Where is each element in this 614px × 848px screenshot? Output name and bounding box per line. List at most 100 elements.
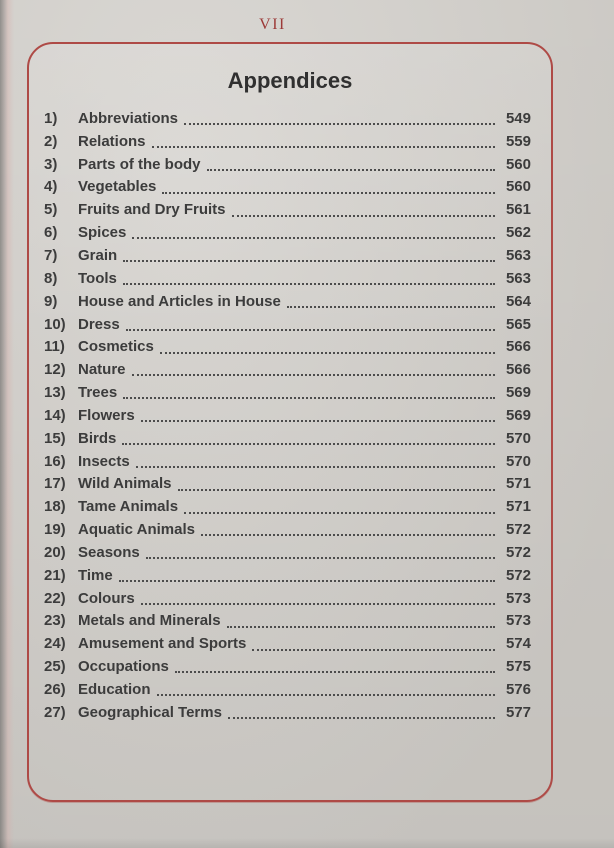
dot-leader [151,135,495,149]
toc-entry-number: 10) [44,315,66,333]
dot-leader [145,546,495,560]
toc-entry-page-number: 572 [505,521,531,539]
dot-leader [122,272,495,286]
toc-row: 14) Flowers 569 [44,404,531,427]
toc-entry-label: Fruits and Dry Fruits [78,201,226,219]
toc-entry-number: 12) [44,361,66,379]
toc-entry-number: 2) [44,132,58,150]
dot-leader [227,706,495,720]
toc-row: 25) Occupations 575 [44,655,531,678]
dot-leader [125,317,495,331]
toc-row: 3) Parts of the body 560 [44,153,531,176]
toc-entry-label: Geographical Terms [78,703,222,721]
toc-entry-number: 19) [44,521,66,539]
toc-entry-page-number: 572 [505,543,531,561]
toc-row: 27) Geographical Terms 577 [44,701,531,724]
toc-entry-label: Occupations [78,658,169,676]
toc-entry-label: Spices [78,224,127,242]
toc-entry-label: Seasons [78,543,140,561]
dot-leader [156,683,495,697]
toc-entry-label: Amusement and Sports [78,635,247,653]
toc-entry-number: 21) [44,566,66,584]
toc-entry-number: 25) [44,658,66,676]
toc-entry-page-number: 563 [505,269,531,287]
toc-entry-number: 11) [44,338,65,356]
toc-entry-page-number: 566 [505,361,531,379]
toc-entry-page-number: 562 [505,224,531,242]
toc-list: 1) Abbreviations 549 2) Relations 559 3) Parts … [29,107,551,724]
page-title: Appendices [227,68,353,93]
toc-entry-page-number: 549 [505,109,531,127]
toc-entry-page-number: 571 [505,475,531,493]
dot-leader [174,660,495,674]
toc-row: 12) Nature 566 [44,358,531,381]
dot-leader [184,500,495,514]
toc-entry-page-number: 560 [505,155,531,173]
toc-row: 26) Education 576 [44,678,531,701]
toc-entry-label: Insects [78,452,130,470]
toc-entry-number: 26) [44,681,66,699]
toc-entry-label: Tame Animals [78,498,179,516]
toc-entry-number: 1) [44,109,58,127]
toc-entry-label: Aquatic Animals [78,521,195,539]
toc-entry-label: Grain [78,246,118,264]
toc-row: 22) Colours 573 [44,587,531,610]
toc-row: 10) Dress 565 [44,313,531,336]
appendices-border-box: Appendices 1) Abbreviations 549 2) Relations… [27,42,553,802]
toc-entry-label: Metals and Minerals [78,612,221,630]
toc-row: 21) Time 572 [44,564,531,587]
toc-entry-number: 6) [44,224,58,242]
toc-row: 4) Vegetables 560 [44,176,531,199]
toc-entry-page-number: 572 [505,566,531,584]
toc-entry-label: Tools [78,269,117,287]
scan-left-edge-shadow [0,0,14,848]
dot-leader [131,363,495,377]
dot-leader [184,112,495,126]
toc-entry-label: Cosmetics [78,338,154,356]
toc-entry-label: Wild Animals [78,475,172,493]
toc-row: 17) Wild Animals 571 [44,473,531,496]
toc-entry-number: 27) [44,703,66,721]
toc-entry-label: Colours [78,589,135,607]
toc-entry-number: 3) [44,155,58,173]
toc-row: 8) Tools 563 [44,267,531,290]
dot-leader [162,180,495,194]
dot-leader [140,591,495,605]
toc-entry-page-number: 570 [505,429,531,447]
toc-entry-number: 4) [44,178,58,196]
toc-entry-page-number: 565 [505,315,531,333]
toc-row: 5) Fruits and Dry Fruits 561 [44,198,531,221]
toc-entry-label: Parts of the body [78,155,201,173]
toc-row: 19) Aquatic Animals 572 [44,518,531,541]
dot-leader [122,431,495,445]
toc-entry-label: Dress [78,315,120,333]
toc-entry-page-number: 573 [505,589,531,607]
toc-entry-label: Education [78,681,151,699]
dot-leader [140,409,495,423]
toc-entry-label: House and Articles in House [78,292,281,310]
toc-row: 20) Seasons 572 [44,541,531,564]
toc-entry-page-number: 571 [505,498,531,516]
toc-entry-page-number: 569 [505,384,531,402]
dot-leader [132,226,495,240]
toc-entry-page-number: 560 [505,178,531,196]
toc-entry-page-number: 576 [505,681,531,699]
toc-entry-number: 22) [44,589,66,607]
toc-entry-page-number: 574 [505,635,531,653]
toc-entry-label: Trees [78,384,118,402]
toc-entry-number: 9) [44,292,58,310]
toc-row: 16) Insects 570 [44,450,531,473]
toc-entry-page-number: 566 [505,338,531,356]
toc-row: 11) Cosmetics 566 [44,335,531,358]
page-folio-number: VII [259,16,286,33]
toc-row: 24) Amusement and Sports 574 [44,632,531,655]
dot-leader [177,477,495,491]
toc-entry-page-number: 564 [505,292,531,310]
toc-entry-number: 5) [44,201,58,219]
toc-entry-number: 15) [44,429,66,447]
toc-entry-number: 14) [44,406,66,424]
toc-entry-number: 18) [44,498,66,516]
dot-leader [231,203,495,217]
toc-row: 13) Trees 569 [44,381,531,404]
toc-entry-page-number: 559 [505,132,531,150]
